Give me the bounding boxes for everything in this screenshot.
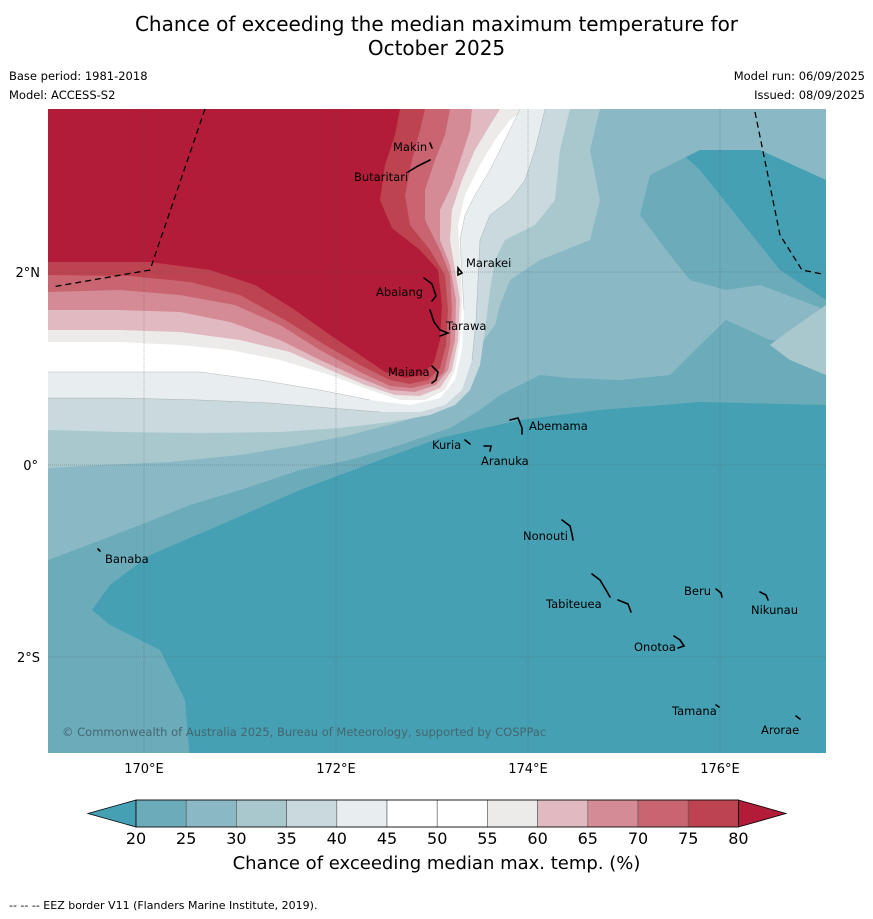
place-label: Banaba (105, 552, 149, 566)
colorbar-segment (687, 799, 739, 828)
colorbar-under-triangle (86, 799, 137, 828)
eez-footnote: -- -- -- EEZ border V11 (Flanders Marine… (9, 899, 318, 912)
colorbar-tick-label: 50 (427, 829, 447, 848)
title-line-2: October 2025 (367, 36, 506, 60)
place-label: Abemama (529, 419, 588, 433)
colorbar-segment (386, 799, 438, 828)
island-aranuka-shape (483, 445, 492, 452)
colorbar-tick-label: 70 (628, 829, 648, 848)
place-label: Tamana (671, 704, 717, 718)
contour-lines (48, 109, 546, 413)
place-label: Arorae (761, 723, 799, 737)
lon-label: 170°E (124, 762, 164, 777)
island-kuria-shape (464, 439, 471, 445)
island-butaritari-shape (407, 159, 431, 173)
lat-label: 2°N (16, 266, 41, 281)
island-banaba-shape (97, 548, 101, 552)
place-label: Maiana (388, 365, 430, 379)
place-label: Aranuka (481, 454, 529, 468)
island-maiana-shape (431, 365, 439, 384)
island-abemama-shape (509, 417, 523, 435)
island-tabiteuea-south-shape (617, 599, 632, 613)
colorbar-segment (236, 799, 287, 828)
colorbar-tick-label: 25 (176, 829, 196, 848)
place-label: Tabiteuea (545, 597, 602, 611)
map-gridlines (48, 109, 826, 753)
lon-label: 176°E (700, 762, 740, 777)
place-labels: Makin Butaritari Marakei Abaiang Tarawa … (105, 140, 799, 737)
colorbar-over-triangle (738, 799, 788, 828)
island-arorae-shape (795, 715, 801, 720)
issued-date: Issued: 08/09/2025 (754, 88, 865, 102)
map-field (48, 109, 826, 753)
place-label: Tarawa (445, 319, 486, 333)
eez-border (51, 108, 823, 288)
longitude-labels: 170°E 172°E 174°E 176°E (124, 762, 740, 777)
colorbar-segment (436, 799, 488, 828)
model-name: Model: ACCESS-S2 (9, 88, 116, 102)
colorbar-tick-label: 60 (527, 829, 547, 848)
islands (97, 142, 801, 720)
place-label: Abaiang (376, 285, 423, 299)
band-above-80 (48, 109, 442, 378)
lat-label: 0° (23, 459, 38, 474)
colorbar-label: Chance of exceeding median max. temp. (%… (232, 853, 641, 874)
chart-title: Chance of exceeding the median maximum t… (0, 12, 873, 60)
latitude-labels: 2°N 0° 2°S (16, 266, 41, 666)
copyright-notice: © Commonwealth of Australia 2025, Bureau… (62, 725, 546, 739)
place-label: Nikunau (751, 603, 798, 617)
place-label: Butaritari (354, 170, 408, 184)
colorbar-tick-label: 65 (578, 829, 598, 848)
colorbar-segment (185, 799, 237, 828)
colorbar: 20 25 30 35 40 45 50 55 60 65 70 75 80 (86, 799, 788, 848)
colorbar-segment (286, 799, 338, 828)
colorbar-segment (336, 799, 388, 828)
lon-label: 172°E (316, 762, 356, 777)
colorbar-tick-label: 80 (728, 829, 748, 848)
colorbar-segment (487, 799, 538, 828)
place-label: Makin (393, 140, 427, 154)
meta-left: Base period: 1981-2018 Model: ACCESS-S2 (9, 67, 148, 105)
place-label: Beru (684, 584, 711, 598)
colorbar-segment (637, 799, 689, 828)
place-label: Nonouti (523, 529, 568, 543)
island-abaiang-shape (423, 277, 437, 302)
place-label: Kuria (432, 438, 461, 452)
colorbar-tick-label: 35 (276, 829, 296, 848)
island-makin-shape (429, 142, 433, 149)
place-label: Marakei (466, 256, 511, 270)
model-run: Model run: 06/09/2025 (733, 69, 865, 83)
colorbar-segment (135, 799, 187, 828)
island-nikunau-shape (759, 591, 769, 601)
colorbar-tick-label: 75 (678, 829, 698, 848)
colorbar-tick-label: 45 (377, 829, 397, 848)
base-period: Base period: 1981-2018 (9, 69, 148, 83)
colorbar-tick-label: 20 (126, 829, 146, 848)
colorbar-segment (537, 799, 589, 828)
colorbar-tick-label: 55 (477, 829, 497, 848)
colorbar-tick-label: 30 (226, 829, 246, 848)
lat-label: 2°S (17, 651, 40, 666)
colorbar-outline (135, 799, 739, 828)
colorbar-segment (587, 799, 639, 828)
title-line-1: Chance of exceeding the median maximum t… (134, 12, 739, 36)
island-tamana-shape (715, 704, 720, 708)
band-35-east (770, 305, 826, 375)
island-tabiteuea-shape (591, 573, 611, 598)
island-onotoa-shape (673, 635, 686, 649)
lon-label: 174°E (508, 762, 548, 777)
colorbar-tick-label: 40 (327, 829, 347, 848)
island-nonouti-shape (561, 519, 574, 541)
island-marakei-shape (457, 265, 464, 277)
meta-right: Model run: 06/09/2025 Issued: 08/09/2025 (734, 67, 865, 105)
place-label: Onotoa (634, 640, 676, 654)
island-beru-shape (715, 588, 723, 598)
island-tarawa-shape (429, 309, 451, 337)
